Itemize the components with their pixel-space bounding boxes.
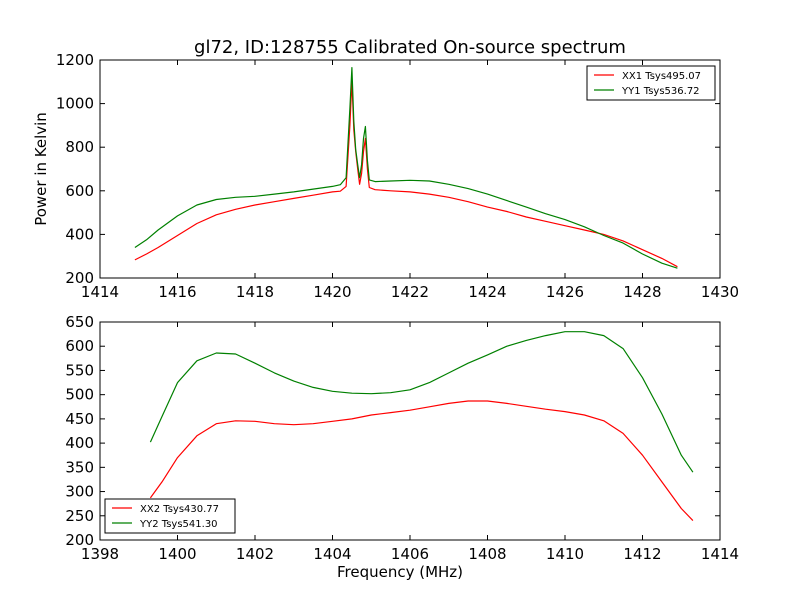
panel-2-y-tick-label: 500 <box>65 386 94 404</box>
panel-2-y-tick-label: 200 <box>65 531 94 549</box>
panel-1-x-tick-label: 1426 <box>546 283 584 301</box>
panel-1-y-tick-label: 1000 <box>56 95 94 113</box>
panel-1-x-tick-label: 1416 <box>158 283 196 301</box>
panel-1-x-tick-label: 1420 <box>313 283 351 301</box>
panel-2-x-tick-label: 1408 <box>468 545 506 563</box>
panel-2-y-tick-label: 550 <box>65 361 94 379</box>
panel-1-x-tick-label: 1428 <box>623 283 661 301</box>
panel-2-y-tick-label: 450 <box>65 410 94 428</box>
panel-2-legend-entry-2: YY2 Tsys541.30 <box>139 519 218 530</box>
panel-2-y-tick-label: 350 <box>65 458 94 476</box>
panel-2-series-line-1 <box>149 400 694 522</box>
panel-2-y-tick-label: 250 <box>65 507 94 525</box>
panel-2-x-tick-label: 1402 <box>236 545 274 563</box>
panel-1-x-tick-label: 1414 <box>81 283 119 301</box>
panel-2-x-tick-label: 1412 <box>623 545 661 563</box>
panel-2-y-tick-label: 300 <box>65 483 94 501</box>
panel-1-y-tick-label: 1200 <box>56 51 94 69</box>
panel-2-series-line-2 <box>149 331 694 473</box>
panel-2-y-tick-label: 600 <box>65 337 94 355</box>
panel-1-legend-entry-1: XX1 Tsys495.07 <box>622 71 701 82</box>
panel-1-series-line-2 <box>134 66 678 269</box>
panel-1-series-line-1 <box>134 80 678 268</box>
panel-2-y-tick-label: 650 <box>65 313 94 331</box>
panel-1-x-tick-label: 1424 <box>468 283 506 301</box>
panel-1-legend-entry-2: YY1 Tsys536.72 <box>621 86 700 97</box>
panel-1-y-tick-label: 200 <box>65 269 94 287</box>
panel-2-x-tick-label: 1400 <box>158 545 196 563</box>
panel-2-x-tick-label: 1404 <box>313 545 351 563</box>
panel-1-y-tick-label: 800 <box>65 138 94 156</box>
panel-2-x-axis-label: Frequency (MHz) <box>337 563 463 581</box>
panel-2-y-tick-label: 400 <box>65 434 94 452</box>
panel-2-x-tick-label: 1406 <box>391 545 429 563</box>
panel-2-x-tick-label: 1410 <box>546 545 584 563</box>
panel-1-y-tick-label: 400 <box>65 225 94 243</box>
panel-1-y-tick-label: 600 <box>65 182 94 200</box>
figure-title: gl72, ID:128755 Calibrated On-source spe… <box>194 37 626 58</box>
panel-2-legend-box <box>104 498 236 534</box>
panel-2-legend-entry-1: XX2 Tsys430.77 <box>140 504 219 515</box>
panel-1-x-tick-label: 1422 <box>391 283 429 301</box>
panel-2-x-tick-label: 1414 <box>701 545 739 563</box>
panel-1-legend-box <box>586 65 716 101</box>
panel-1-y-axis-label: Power in Kelvin <box>32 112 50 226</box>
panel-2-x-tick-label: 1398 <box>81 545 119 563</box>
panel-1-x-tick-label: 1430 <box>701 283 739 301</box>
panel-1-x-tick-label: 1418 <box>236 283 274 301</box>
